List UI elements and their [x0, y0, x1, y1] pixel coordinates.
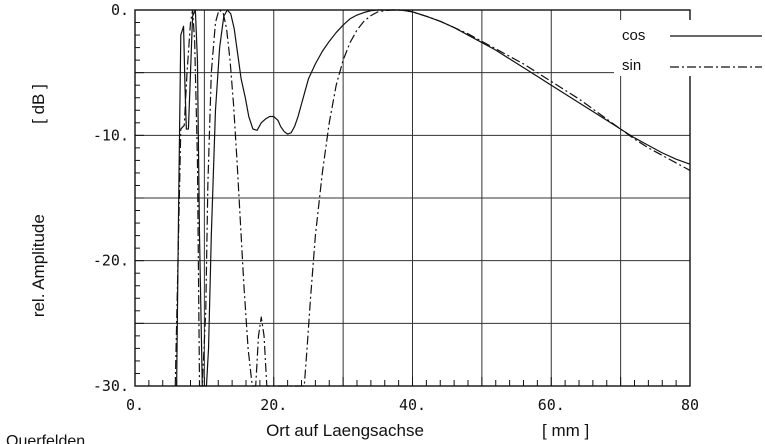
y-tick-label: -10. — [93, 126, 129, 144]
y-tick-label: -30. — [93, 377, 129, 395]
x-tick-label: 60. — [538, 396, 565, 414]
legend: cos sin — [614, 20, 765, 76]
x-tick-label: 0. — [126, 396, 144, 414]
legend-label-sin: sin — [622, 57, 641, 74]
y-tick-label: 0. — [111, 1, 129, 19]
axis-ticks: 0. 20. 40. 60. 80 0. -10. -20. -30. — [93, 1, 699, 414]
y-axis-unit: [ dB ] — [29, 84, 48, 124]
x-axis-label: Ort auf Laengsachse — [266, 421, 424, 440]
x-tick-label: 20. — [260, 396, 287, 414]
x-tick-label: 80 — [681, 396, 699, 414]
y-axis-label: rel. Amplitude — [29, 214, 48, 317]
y-tick-label: -20. — [93, 252, 129, 270]
x-tick-label: 40. — [399, 396, 426, 414]
legend-label-cos: cos — [622, 27, 645, 44]
grid — [134, 9, 691, 387]
x-axis-unit: [ mm ] — [542, 421, 589, 440]
figure-caption: Querfelden — [6, 433, 85, 444]
